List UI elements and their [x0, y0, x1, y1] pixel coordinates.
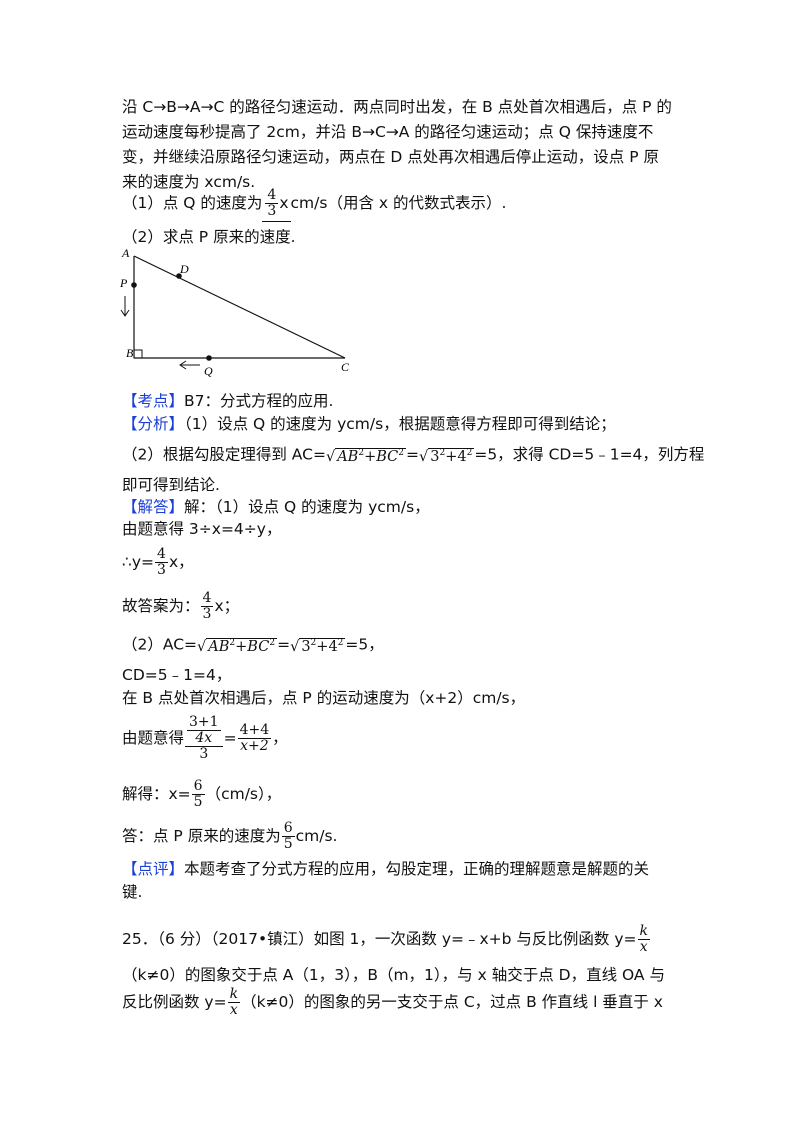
kaodian-tag: 【考点】: [122, 392, 185, 410]
jieda-tag: 【解答】: [122, 498, 185, 516]
label-d: D: [179, 262, 189, 276]
jieda-l3-pre: ∴y=: [122, 553, 155, 571]
jieda-line-7: 在 B 点处首次相遇后，点 P 的运动速度为（x+2）cm/s，: [122, 689, 526, 707]
q25-l3-pre: 反比例函数 y=: [122, 993, 227, 1011]
dianping-text-1: 本题考查了分式方程的应用，勾股定理，正确的理解题意是解题的关: [184, 860, 650, 878]
jieda-l10-post: cm/s.: [295, 827, 338, 845]
q25-line-1: 25．（6 分）（2017•镇江）如图 1，一次函数 y=﹣x+b 与反比例函数…: [122, 921, 651, 957]
jieda-l10-pre: 答：点 P 原来的速度为: [122, 827, 281, 845]
question-2: （2）求点 P 原来的速度.: [122, 228, 296, 246]
fenxi-text-1: （1）设点 Q 的速度为 ycm/s，根据题意得方程即可得到结论；: [184, 415, 616, 433]
jieda-l9-pre: 解得：x=: [122, 785, 191, 803]
q25-line-3: 反比例函数 y= k x （k≠0）的图象的另一支交于点 C，过点 B 作直线 l 垂…: [122, 984, 663, 1020]
question-1: （1）点 Q 的速度为 4 3 x cm/s（用含 x 的代数式表示）.: [122, 185, 506, 222]
dianping-tag: 【点评】: [122, 860, 185, 878]
kaodian-text: B7：分式方程的应用.: [184, 392, 334, 410]
intro-line-2: 运动速度每秒提高了 2cm，并沿 B→C→A 的路径匀速运动；点 Q 保持速度不: [122, 123, 654, 141]
fenxi-line-1: 【分析】（1）设点 Q 的速度为 ycm/s，根据题意得方程即可得到结论；: [122, 413, 616, 435]
q1-fraction-den: 3: [267, 203, 277, 219]
jieda-line-1: 【解答】解：（1）设点 Q 的速度为 ycm/s，: [122, 496, 430, 518]
triangle-figure: A D P B Q C: [119, 248, 350, 378]
sqrt-ab-bc: √ AB2+BC2: [325, 447, 406, 465]
jieda-line-8: 由题意得 3+1 4x 3 = 4+4 x+2，: [122, 706, 288, 770]
dianping-line-1: 【点评】本题考查了分式方程的应用，勾股定理，正确的理解题意是解题的关: [122, 858, 649, 880]
intro-line-3: 变，并继续沿原路径匀速运动，两点在 D 点处再次相遇后停止运动，设点 P 原: [122, 148, 659, 166]
intro-line-4: 来的速度为 xcm/s.: [122, 173, 256, 191]
label-b: B: [126, 346, 134, 360]
jieda-line-3: ∴y= 4 3 x，: [122, 546, 194, 578]
equation-equals: =: [223, 729, 237, 747]
fenxi-tag: 【分析】: [122, 415, 185, 433]
fenxi-l2-mid: =: [405, 445, 419, 464]
label-a: A: [121, 248, 130, 260]
complex-fraction: 3+1 4x 3: [185, 715, 223, 762]
jieda-line-9: 解得：x= 6 5 （cm/s），: [122, 778, 282, 810]
sqrt-3-4: √ 32+42: [418, 447, 475, 465]
equation-comma: ，: [272, 729, 288, 747]
fenxi-l2-pre: （2）根据勾股定理得到 AC=: [122, 445, 326, 464]
label-c: C: [341, 360, 350, 374]
jieda-line-6: CD=5﹣1=4，: [122, 666, 232, 684]
jieda-line-4: 故答案为： 4 3 x；: [122, 590, 240, 622]
q1-prefix: （1）点 Q 的速度为: [122, 194, 263, 212]
jieda-text-1: 解：（1）设点 Q 的速度为 ycm/s，: [184, 498, 430, 516]
label-p: P: [119, 276, 128, 290]
q1-fraction-num: 4: [265, 187, 279, 204]
jieda-l9-post: （cm/s），: [205, 785, 282, 803]
jieda-l8-pre: 由题意得: [122, 729, 185, 747]
q25-l1-pre: 25．（6 分）（2017•镇江）如图 1，一次函数 y=﹣x+b 与反比例函数…: [122, 930, 637, 948]
q25-l3-post: （k≠0）的图象的另一支交于点 C，过点 B 作直线 l 垂直于 x: [241, 993, 663, 1011]
jieda-line-2: 由题意得 3÷x=4÷y，: [122, 520, 282, 538]
intro-line-1: 沿 C→B→A→C 的路径匀速运动．两点同时出发，在 B 点处首次相遇后，点 P…: [122, 98, 672, 116]
jieda-l5-post: =5，: [345, 635, 384, 654]
fenxi-line-3: 即可得到结论.: [122, 476, 220, 494]
right-fraction: 4+4 x+2: [237, 722, 272, 754]
jieda-l5-mid: =: [277, 635, 291, 654]
jieda-l4-pre: 故答案为：: [122, 597, 200, 615]
q1-suffix: cm/s（用含 x 的代数式表示）.: [290, 194, 507, 212]
fenxi-l2-post: =5，求得 CD=5﹣1=4，列方程: [474, 445, 705, 464]
kaodian: 【考点】B7：分式方程的应用.: [122, 390, 333, 412]
dianping-line-2: 键.: [122, 883, 143, 901]
q25-line-2: （k≠0）的图象交于点 A（1，3），B（m，1），与 x 轴交于点 D，直线 …: [122, 966, 665, 984]
q1-var: x: [279, 194, 289, 212]
jieda-l3-post: x，: [168, 553, 194, 571]
jieda-l5-pre: （2）AC=: [122, 635, 198, 654]
fenxi-line-2: （2）根据勾股定理得到 AC=√ AB2+BC2 =√ 32+42 =5，求得 CD=5…: [122, 440, 704, 470]
label-q: Q: [204, 364, 213, 378]
jieda-line-10: 答：点 P 原来的速度为 6 5 cm/s.: [122, 820, 338, 852]
jieda-line-5: （2）AC=√ AB2+BC2 =√ 32+42 =5，: [122, 635, 384, 655]
jieda-l4-post: x；: [214, 597, 240, 615]
